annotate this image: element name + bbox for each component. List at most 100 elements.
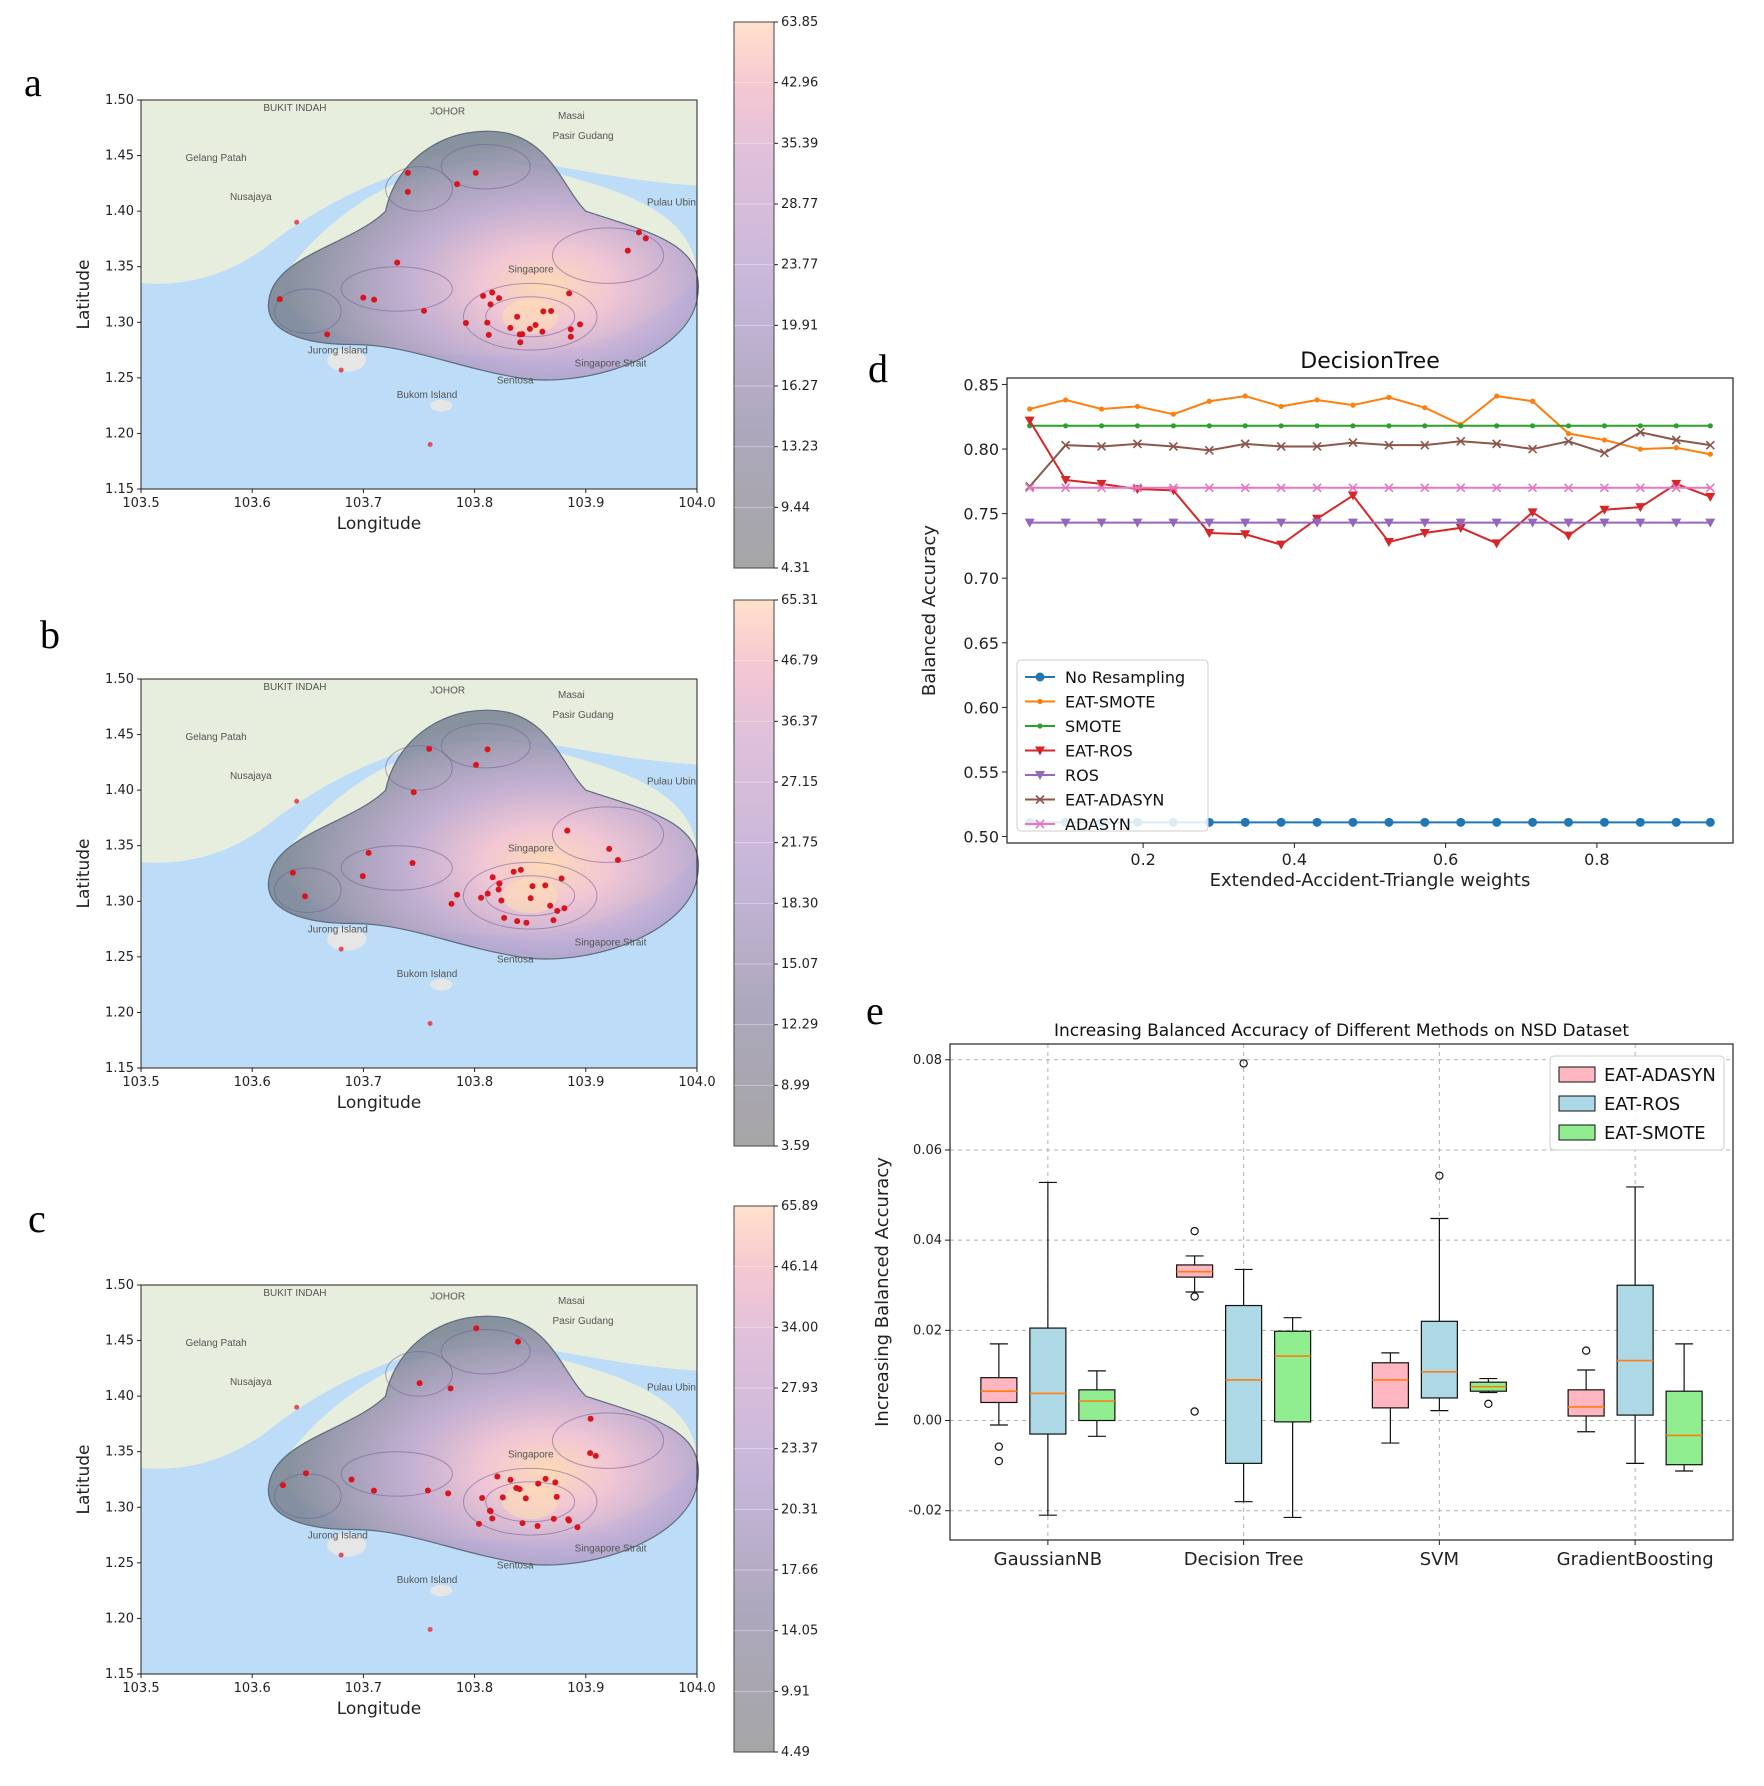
x-tick-label: 0.8 bbox=[1584, 850, 1609, 869]
data-point bbox=[1671, 479, 1682, 489]
box bbox=[1029, 1181, 1067, 1516]
accident-point bbox=[561, 905, 568, 912]
data-point bbox=[1027, 406, 1033, 412]
data-point bbox=[1528, 444, 1538, 454]
data-point bbox=[1527, 508, 1538, 518]
data-point bbox=[1599, 505, 1610, 515]
accident-point bbox=[484, 746, 491, 753]
data-point bbox=[1061, 440, 1071, 450]
y-tick-label: 1.15 bbox=[105, 1667, 134, 1682]
y-tick-label: 0.80 bbox=[963, 440, 999, 459]
y-tick-label: 1.45 bbox=[105, 1334, 134, 1349]
accident-point bbox=[472, 169, 479, 176]
data-point bbox=[1527, 518, 1538, 528]
accident-point bbox=[516, 1486, 523, 1493]
data-point bbox=[1206, 398, 1212, 404]
box bbox=[1567, 1346, 1605, 1433]
accident-point bbox=[548, 308, 555, 315]
accident-point bbox=[507, 1476, 514, 1483]
accident-point bbox=[294, 219, 300, 225]
x-tick-label: 103.6 bbox=[234, 496, 271, 511]
outlier bbox=[1190, 1292, 1199, 1301]
accident-point bbox=[487, 1508, 494, 1515]
x-axis-label: Longitude bbox=[337, 1093, 422, 1113]
map-c: Pasir Gudang Masai BUKIT INDAH JOHOR Gelang … bbox=[141, 1285, 699, 1674]
kde-hotspot bbox=[502, 299, 558, 335]
accident-point bbox=[553, 1493, 560, 1500]
data-point bbox=[1168, 441, 1178, 452]
accident-point bbox=[489, 1515, 496, 1522]
data-point bbox=[1705, 518, 1716, 528]
data-point bbox=[1705, 440, 1715, 450]
kde-contour bbox=[462, 861, 598, 930]
colorbar-tick-label: 4.49 bbox=[781, 1745, 810, 1760]
data-point bbox=[1206, 423, 1212, 429]
y-tick-label: 0.08 bbox=[913, 1053, 942, 1068]
accident-point bbox=[567, 333, 574, 340]
data-point bbox=[1314, 397, 1320, 403]
data-point bbox=[1563, 518, 1574, 528]
kde-contour bbox=[340, 1451, 453, 1497]
accident-point bbox=[514, 918, 521, 925]
accident-point bbox=[359, 873, 366, 880]
map-label-singapore-strait: Singapore Strait bbox=[575, 359, 647, 370]
data-point bbox=[1060, 518, 1071, 528]
x-tick-label: 103.7 bbox=[345, 1681, 382, 1696]
data-point bbox=[1673, 423, 1679, 429]
map-label-pasir-gudang: Pasir Gudang bbox=[552, 1316, 613, 1327]
y-tick-label: 1.50 bbox=[105, 1278, 134, 1293]
outlier bbox=[1239, 1059, 1248, 1068]
kde-contour bbox=[462, 1467, 598, 1536]
legend-swatch bbox=[1558, 1066, 1596, 1083]
colorbar-tick-label: 21.75 bbox=[781, 836, 818, 851]
box bbox=[1420, 1171, 1458, 1412]
x-tick-label: 104.0 bbox=[678, 1075, 715, 1090]
data-point bbox=[1098, 406, 1105, 412]
map-label-johor: JOHOR bbox=[430, 685, 465, 696]
colorbar-tick-label: 20.31 bbox=[781, 1502, 818, 1517]
y-tick-label: 1.40 bbox=[105, 783, 134, 798]
y-tick-label: 1.15 bbox=[105, 482, 134, 497]
data-point bbox=[1529, 423, 1536, 429]
accident-point bbox=[587, 1415, 594, 1422]
y-tick-label: 1.30 bbox=[105, 894, 134, 909]
kde-contour bbox=[485, 1481, 576, 1523]
map-label-sentosa: Sentosa bbox=[497, 954, 534, 965]
accident-point bbox=[487, 301, 494, 308]
y-tick-label: 1.25 bbox=[105, 371, 134, 386]
y-tick-label: 0.02 bbox=[913, 1323, 942, 1338]
map-label-nusajaya: Nusajaya bbox=[230, 771, 272, 782]
accident-point bbox=[338, 1552, 344, 1558]
chart-title: DecisionTree bbox=[1300, 349, 1440, 374]
accident-point bbox=[426, 745, 433, 752]
map-axes: 103.5 103.6 103.7 103.8 103.9 104.0 1.50 1.45 1.… bbox=[74, 672, 716, 1113]
data-point bbox=[1422, 423, 1428, 429]
map-label-jurong-island: Jurong Island bbox=[308, 1530, 368, 1541]
y-axis-label: Latitude bbox=[74, 260, 94, 330]
x-tick-label: 104.0 bbox=[678, 1681, 715, 1696]
accident-point bbox=[416, 1380, 423, 1387]
accident-point bbox=[365, 849, 372, 856]
series-line bbox=[1028, 431, 1711, 488]
map-label-masai: Masai bbox=[558, 111, 585, 122]
legend-entry: SMOTE bbox=[1065, 717, 1121, 736]
data-point bbox=[1601, 423, 1608, 429]
x-tick-label: 103.5 bbox=[122, 1075, 159, 1090]
x-tick-label: 103.5 bbox=[122, 496, 159, 511]
data-point bbox=[1063, 423, 1069, 429]
box-iqr bbox=[980, 1377, 1018, 1404]
map-frame bbox=[140, 678, 698, 1069]
map-label-pulau-ubin: Pulau Ubin bbox=[647, 777, 696, 788]
map-label-pulau-ubin: Pulau Ubin bbox=[647, 198, 696, 209]
map-frame bbox=[140, 1284, 698, 1675]
accident-point bbox=[519, 331, 526, 338]
series-eat-smote bbox=[1027, 393, 1713, 457]
data-point bbox=[1601, 437, 1608, 443]
accident-point bbox=[529, 883, 536, 890]
data-point bbox=[1240, 817, 1250, 827]
x-tick-label: 103.7 bbox=[345, 1075, 382, 1090]
colorbar-tick-label: 15.07 bbox=[781, 957, 818, 972]
island-jurong bbox=[327, 927, 367, 951]
data-point bbox=[1347, 491, 1358, 501]
x-tick-label: 103.5 bbox=[122, 1681, 159, 1696]
